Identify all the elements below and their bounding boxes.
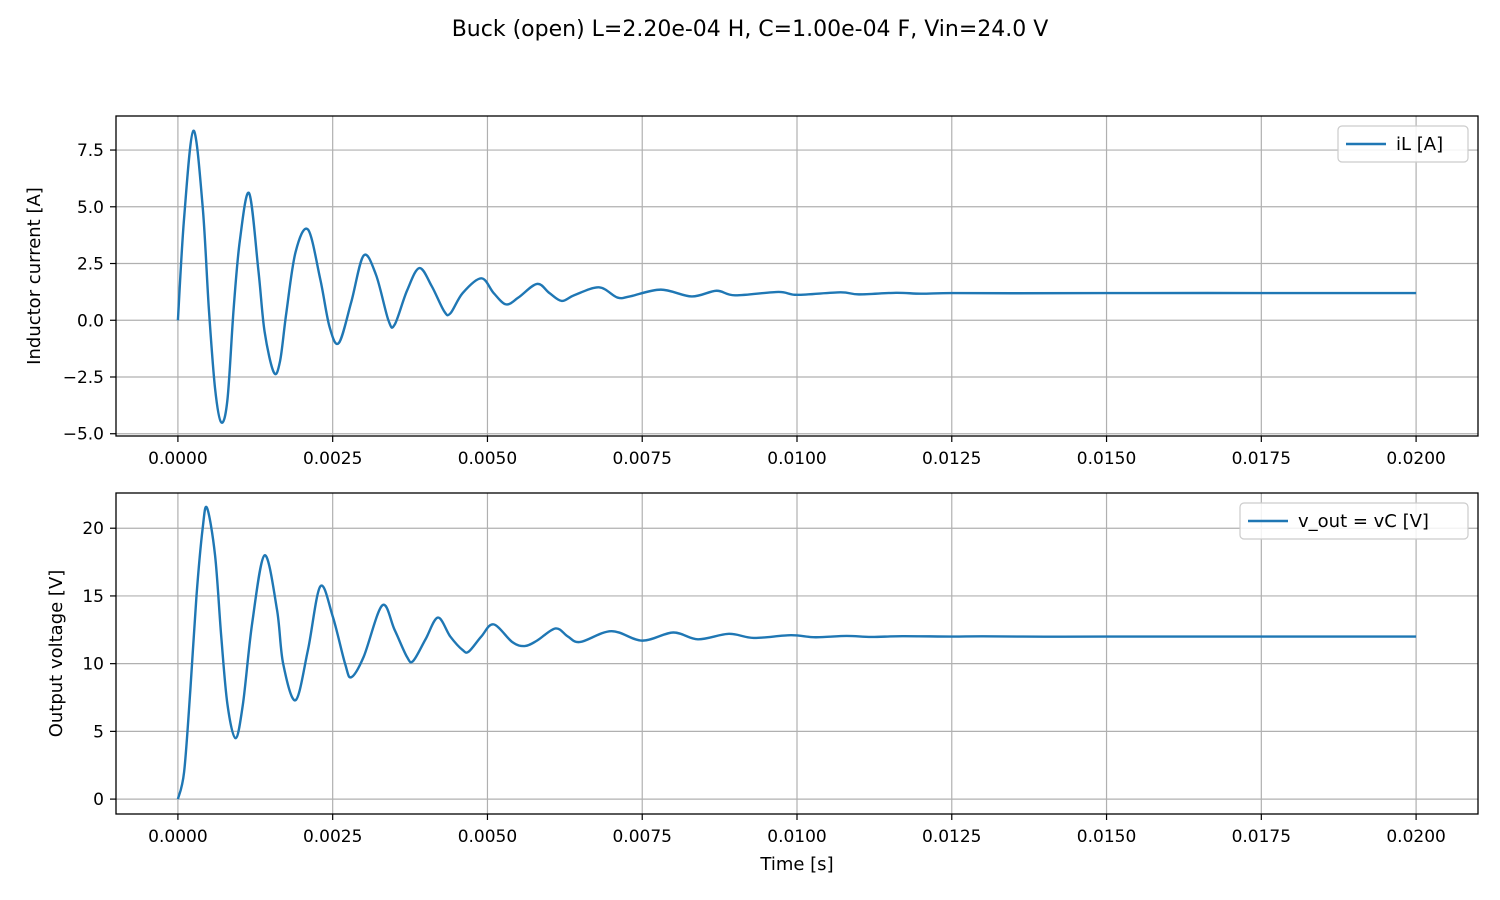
x-tick-label: 0.0150 xyxy=(1077,449,1136,469)
series-line-bottom xyxy=(176,505,1417,800)
x-tick-label: 0.0100 xyxy=(767,827,826,847)
x-tick-label: 0.0000 xyxy=(148,827,207,847)
x-axis-label: Time [s] xyxy=(759,854,833,875)
x-tick-label: 0.0050 xyxy=(458,449,517,469)
legend: iL [A] xyxy=(1337,125,1469,163)
x-tick-label: 0.0025 xyxy=(303,827,362,847)
y-tick-label: −2.5 xyxy=(63,368,104,388)
legend-box xyxy=(1337,125,1469,163)
legend: v_out = vC [V] xyxy=(1239,502,1469,540)
y-tick-label: 20 xyxy=(82,519,104,539)
x-tick-label: 0.0125 xyxy=(922,827,981,847)
y-tick-label: 15 xyxy=(82,587,104,607)
legend-box xyxy=(1239,502,1469,540)
y-axis-label: Inductor current [A] xyxy=(24,187,45,365)
y-tick-label: 7.5 xyxy=(77,141,104,161)
y-tick-label: 10 xyxy=(82,655,104,675)
x-tick-label: 0.0125 xyxy=(922,449,981,469)
x-tick-label: 0.0050 xyxy=(458,827,517,847)
x-tick-label: 0.0025 xyxy=(303,449,362,469)
x-tick-label: 0.0075 xyxy=(612,827,671,847)
y-tick-label: 0 xyxy=(93,790,104,810)
axes-output-voltage: 0.0000 0.0025 0.0050 0.0075 0.0100 0.0125 0.01… xyxy=(46,492,1479,875)
x-tick-label: 0.0175 xyxy=(1232,449,1291,469)
x-tick-label: 0.0150 xyxy=(1077,827,1136,847)
x-tick-label: 0.0200 xyxy=(1386,449,1445,469)
x-tick-label: 0.0100 xyxy=(767,449,826,469)
y-tick-label: 0.0 xyxy=(77,311,104,331)
x-tick-label: 0.0200 xyxy=(1386,827,1445,847)
axes-inductor-current: 0.0000 0.0025 0.0050 0.0075 0.0100 0.0125 0.01… xyxy=(24,115,1479,469)
y-tick-label: 5.0 xyxy=(77,198,104,218)
x-tick-label: 0.0075 xyxy=(612,449,671,469)
legend-label: v_out = vC [V] xyxy=(1298,511,1429,532)
x-tick-label: 0.0000 xyxy=(148,449,207,469)
series-line-top xyxy=(176,129,1417,424)
figure-title: Buck (open) L=2.20e-04 H, C=1.00e-04 F, … xyxy=(452,17,1049,42)
y-axis-label: Output voltage [V] xyxy=(46,570,67,738)
y-tick-label: −5.0 xyxy=(63,425,104,445)
x-tick-label: 0.0175 xyxy=(1232,827,1291,847)
legend-label: iL [A] xyxy=(1396,134,1443,155)
y-tick-label: 5 xyxy=(93,722,104,742)
y-tick-label: 2.5 xyxy=(77,255,104,275)
